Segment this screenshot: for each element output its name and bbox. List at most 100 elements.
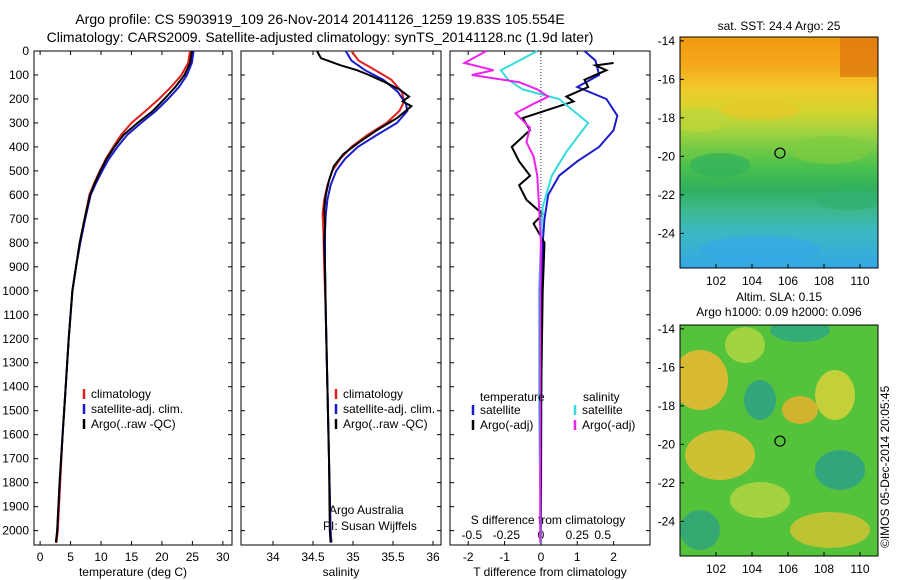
x-axis-label: salinity — [323, 565, 360, 579]
series-line — [54, 50, 195, 543]
x-tick-label: 5 — [67, 550, 74, 564]
x-tick-label: 0 — [37, 550, 44, 564]
legend-title: temperature — [480, 390, 545, 404]
y-tick-label: 1100 — [3, 308, 29, 322]
figure-title-line-1: Argo profile: CS 5903919_109 26-Nov-2014… — [75, 11, 565, 27]
legend-label: Argo(..raw -QC) — [343, 417, 428, 431]
y-tick-label: 300 — [9, 116, 29, 130]
series-line — [55, 50, 191, 543]
x-tick-label: 108 — [814, 562, 834, 576]
sst-map-title: sat. SST: 24.4 Argo: 25 — [718, 19, 841, 33]
x-axis-label: T difference from climatology — [473, 565, 627, 579]
legend-label: Argo(-adj) — [480, 418, 533, 432]
y-tick-label: -24 — [658, 514, 676, 528]
y-tick-label: -16 — [658, 72, 676, 86]
legend-label: satellite-adj. clim. — [91, 402, 183, 416]
series-line — [324, 50, 409, 543]
x-tick-label: -1 — [499, 550, 510, 564]
y-tick-label: 1000 — [2, 284, 29, 298]
x-tick-label: 106 — [778, 562, 798, 576]
y-tick-label: -16 — [658, 360, 676, 374]
y-tick-label: 900 — [9, 260, 29, 274]
s-tick-label: -0.5 — [461, 528, 482, 542]
x-tick-label: 104 — [742, 274, 762, 288]
x-tick-label: 102 — [706, 274, 726, 288]
sla-map-title: Altim. SLA: 0.15 — [736, 290, 822, 304]
temperature-panel: 0100200300400500600700800900100011001200… — [2, 44, 233, 579]
y-tick-label: 200 — [9, 92, 29, 106]
plot-frame — [33, 50, 233, 546]
series-line — [461, 50, 551, 543]
y-tick-label: 1200 — [2, 332, 29, 346]
argo-location-marker — [774, 147, 786, 159]
x-tick-label: 108 — [814, 274, 834, 288]
annotation: Argo Australia — [329, 503, 404, 517]
x-tick-label: 106 — [778, 274, 798, 288]
sst-map: sat. SST: 24.4 Argo: 25 102 104 106 108 110 -… — [658, 19, 879, 288]
x-tick-label: 15 — [125, 550, 139, 564]
x-tick-label: 110 — [850, 274, 869, 288]
x-axis-label: temperature (deg C) — [79, 565, 187, 579]
y-tick-label: 1500 — [2, 404, 29, 418]
y-tick-label: -24 — [658, 226, 676, 240]
y-tick-label: -22 — [658, 476, 676, 490]
y-tick-label: -18 — [658, 399, 676, 413]
y-tick-label: 1900 — [2, 500, 29, 514]
y-tick-label: 2000 — [2, 524, 29, 538]
series-line — [321, 50, 406, 543]
legend-title: salinity — [583, 390, 620, 404]
y-tick-label: 1800 — [2, 476, 29, 490]
y-tick-label: -14 — [658, 34, 676, 48]
y-tick-label: -20 — [658, 149, 676, 163]
x-tick-label: 35.5 — [381, 550, 405, 564]
y-tick-label: 1300 — [2, 356, 29, 370]
s-tick-label: -0.25 — [493, 528, 521, 542]
legend-label: Argo(..raw -QC) — [91, 417, 176, 431]
legend-label: climatology — [343, 387, 403, 401]
x-tick-label: 25 — [186, 550, 200, 564]
legend-label: satellite-adj. clim. — [343, 402, 435, 416]
s-tick-label: 0.5 — [594, 528, 611, 542]
series-line — [499, 50, 590, 543]
salinity-panel: 34 34.5 35 35.5 36 salinity climatologysatelli… — [240, 50, 442, 579]
x-tick-label: 0 — [538, 550, 545, 564]
sla-map-subtitle: Argo h1000: 0.09 h2000: 0.096 — [696, 305, 862, 319]
legend-label: satellite — [480, 403, 521, 417]
y-tick-label: 1400 — [2, 380, 29, 394]
x-tick-label: 1 — [574, 550, 581, 564]
series-line — [316, 50, 414, 543]
s-tick-label: 0.25 — [566, 528, 590, 542]
x-tick-label: 110 — [850, 562, 869, 576]
y-tick-label: 500 — [9, 164, 29, 178]
y-tick-label: -20 — [658, 437, 676, 451]
y-tick-label: 0 — [22, 44, 29, 58]
credit-label: ©IMOS 05-Dec-2014 20:05:45 — [878, 385, 892, 548]
y-tick-label: 100 — [9, 68, 29, 82]
y-tick-label: 400 — [9, 140, 29, 154]
argo-location-marker — [774, 435, 786, 447]
legend-label: satellite — [582, 403, 623, 417]
difference-panel: -2 -1 0 1 2T difference from climatology S di… — [449, 50, 651, 579]
legend-label: climatology — [91, 387, 151, 401]
x-tick-label: 10 — [94, 550, 108, 564]
x-axis-label-top: S difference from climatology — [471, 513, 626, 527]
y-tick-label: 800 — [9, 236, 29, 250]
legend-label: Argo(-adj) — [582, 418, 635, 432]
y-tick-label: 1600 — [2, 428, 29, 442]
x-tick-label: 34.5 — [301, 550, 325, 564]
y-tick-label: 600 — [9, 188, 29, 202]
y-tick-label: 700 — [9, 212, 29, 226]
sla-map: Altim. SLA: 0.15 Argo h1000: 0.09 h2000:… — [658, 290, 879, 576]
y-tick-label: 1700 — [2, 452, 29, 466]
y-tick-label: -22 — [658, 188, 676, 202]
plot-frame — [240, 50, 442, 546]
x-tick-label: 104 — [742, 562, 762, 576]
series-line — [54, 50, 193, 543]
annotation: PI: Susan Wijffels — [323, 519, 417, 533]
series-line — [539, 50, 619, 543]
plot-frame — [449, 50, 651, 546]
x-tick-label: 20 — [155, 550, 169, 564]
figure-title-line-2: Climatology: CARS2009. Satellite-adjuste… — [46, 29, 594, 45]
x-tick-label: 36 — [426, 550, 440, 564]
